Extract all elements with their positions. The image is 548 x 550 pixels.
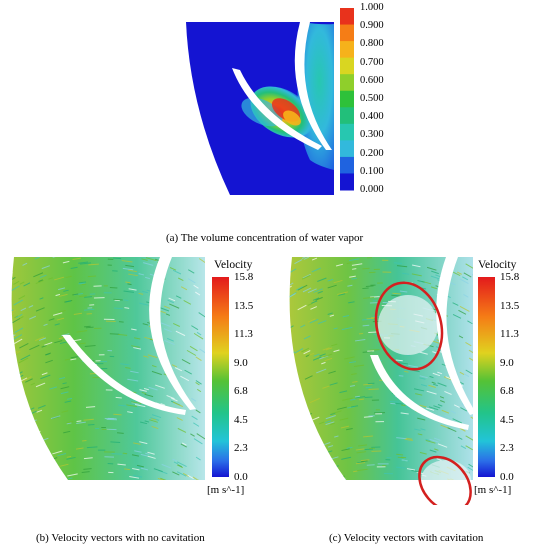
colorbar-segment [340, 123, 354, 141]
colorbar-segment [340, 90, 354, 108]
colorbar-tick-label: 15.8 [234, 271, 254, 283]
colorbar-tick-label: 11.3 [234, 328, 253, 341]
caption-b: (b) Velocity vectors with no cavitation [36, 532, 205, 544]
unit-label-b: [m s^-1] [207, 484, 245, 496]
colorbar-tick-label: 11.3 [500, 328, 519, 341]
colorbar-segment [340, 173, 354, 191]
colorbar-tick-label: 6.8 [500, 385, 514, 398]
velocity-vectors-with-cavitation [289, 257, 495, 505]
cavitation-highlight-circle [418, 455, 472, 505]
colorbar-tick-label: 0.0 [234, 471, 248, 483]
unit-label-c: [m s^-1] [474, 484, 512, 496]
colorbar-tick-label: 0.500 [360, 93, 384, 104]
colorbar-tick-label: 4.5 [500, 413, 514, 426]
colorbar-tick-label: 4.5 [234, 413, 248, 426]
colorbar-segment [340, 74, 354, 92]
velocity-colorbar-c [478, 277, 495, 477]
colorbar-tick-label: 0.400 [360, 111, 384, 123]
velocity-vectors-no-cavitation [11, 257, 229, 480]
colorbar-tick-label: 0.700 [360, 56, 384, 68]
colorbar-segment [340, 140, 354, 158]
colorbar-segment [340, 57, 354, 75]
colorbar-segment [340, 156, 354, 174]
colorbar-segment [340, 107, 354, 125]
colorbar-tick-label: 0.800 [360, 38, 384, 50]
colorbar-tick-label: 9.0 [500, 356, 514, 369]
colorbar-title-c: Velocity [478, 259, 517, 271]
colorbar-gradient [478, 277, 495, 477]
colorbar-tick-label: 1.000 [360, 2, 384, 13]
colorbar-title-b: Velocity [214, 259, 253, 271]
colorbar-segment [340, 41, 354, 59]
colorbar-gradient [212, 277, 229, 477]
colorbar-tick-label: 0.200 [360, 147, 384, 159]
caption-c: (c) Velocity vectors with cavitation [329, 532, 484, 544]
colorbar-tick-label: 0.000 [360, 184, 384, 195]
colorbar-tick-label: 9.0 [234, 356, 248, 369]
colorbar-tick-label: 0.900 [360, 20, 384, 32]
colorbar-tick-label: 0.300 [360, 129, 384, 141]
cavitation-highlight-circle [374, 281, 444, 371]
colorbar-segment [340, 8, 354, 26]
colorbar-tick-label: 0.600 [360, 74, 384, 86]
colorbar-tick-label: 6.8 [234, 385, 248, 398]
colorbar-tick-label: 0.0 [500, 471, 514, 483]
colorbar-tick-label: 2.3 [234, 442, 248, 455]
colorbar-segment [340, 24, 354, 42]
colorbar-tick-label: 13.5 [234, 299, 254, 312]
colorbar-tick-label: 15.8 [500, 271, 520, 283]
vapor-contour-plot [186, 8, 354, 195]
vapor-colorbar [340, 8, 354, 191]
colorbar-tick-label: 2.3 [500, 442, 514, 455]
velocity-colorbar-b [212, 277, 229, 477]
caption-a: (a) The volume concentration of water va… [166, 232, 364, 244]
colorbar-tick-label: 0.100 [360, 165, 384, 177]
colorbar-tick-label: 13.5 [500, 299, 520, 312]
